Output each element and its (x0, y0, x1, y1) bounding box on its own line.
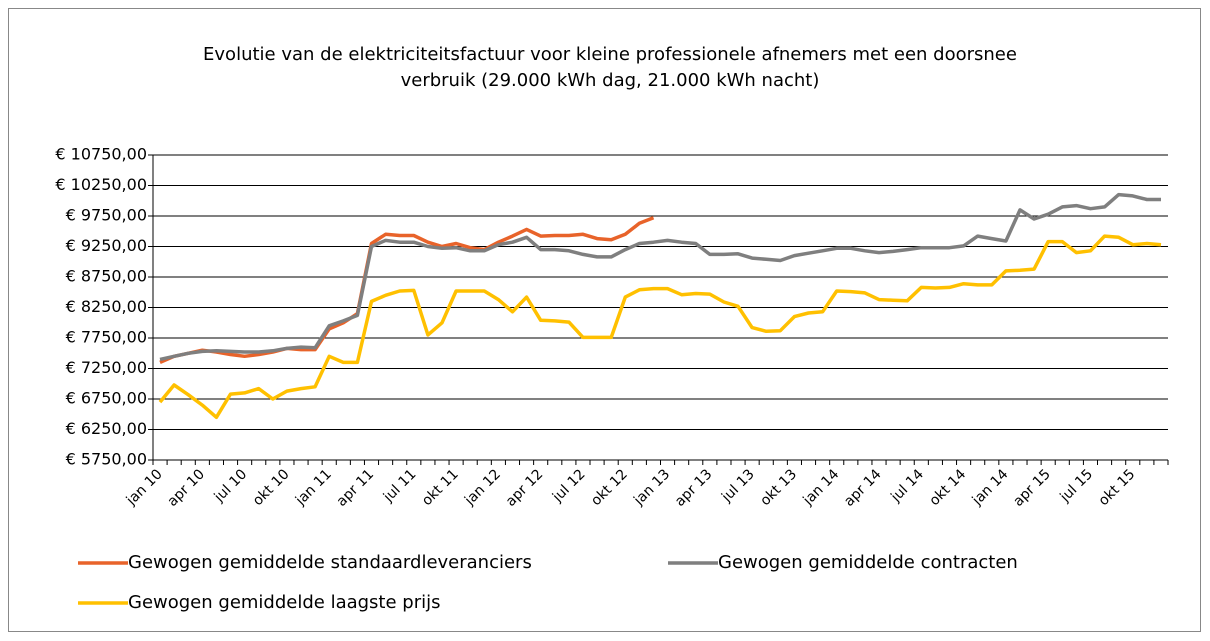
y-tick-label: € 7750,00 (66, 328, 147, 347)
x-tick-label: okt 12 (588, 466, 631, 509)
x-tick-label: apr 14 (841, 466, 885, 510)
x-tick-label: jan 13 (630, 466, 673, 509)
series-line (159, 192, 1161, 362)
x-tick-label: okt 11 (419, 466, 462, 509)
y-tick-label: € 8750,00 (66, 267, 147, 286)
x-tick-label: jul 10 (211, 466, 251, 506)
x-tick-label: apr 11 (334, 466, 377, 509)
x-tick-label: okt 14 (927, 466, 970, 509)
x-tick-label: okt 15 (1096, 466, 1139, 509)
x-tick-label: apr 10 (165, 466, 208, 509)
y-tick-label: € 9250,00 (66, 236, 147, 255)
y-tick-label: € 6250,00 (66, 419, 147, 438)
chart-border (8, 8, 1201, 632)
y-tick-label: € 10250,00 (55, 175, 147, 194)
x-tick-label: jul 13 (718, 466, 758, 506)
x-tick-label: jul 14 (887, 466, 927, 506)
x-tick-label: jul 15 (1057, 466, 1097, 506)
x-tick-label: jul 11 (380, 466, 420, 506)
x-tick-label: okt 10 (250, 466, 293, 509)
x-tick-label: jan 14 (969, 466, 1012, 509)
x-tick-label: jul 12 (549, 466, 589, 506)
x-tick-label: apr 15 (1010, 466, 1053, 509)
x-tick-label: jan 14 (800, 466, 843, 509)
x-tick-label: apr 13 (672, 466, 715, 509)
series-line (158, 234, 1162, 420)
y-tick-label: € 9750,00 (66, 206, 147, 225)
x-tick-label: jan 12 (461, 466, 504, 509)
legend-label: Gewogen gemiddelde standaardleveranciers (128, 552, 532, 573)
y-tick-label: € 8250,00 (66, 297, 147, 316)
y-tick-label: € 10750,00 (55, 145, 147, 164)
legend-label: Gewogen gemiddelde laagste prijs (128, 592, 441, 613)
legend-label: Gewogen gemiddelde contracten (718, 552, 1018, 573)
x-tick-label: jan 11 (292, 466, 335, 509)
chart-title: Evolutie van de elektriciteitsfactuur vo… (203, 44, 1017, 91)
series-line (159, 216, 655, 365)
x-tick-label: okt 13 (757, 466, 800, 509)
y-tick-label: € 5750,00 (66, 450, 147, 469)
x-tick-label: apr 12 (503, 466, 546, 509)
x-tick-label: jan 10 (123, 466, 166, 509)
y-tick-label: € 7250,00 (66, 358, 147, 377)
y-tick-label: € 6750,00 (66, 389, 147, 408)
